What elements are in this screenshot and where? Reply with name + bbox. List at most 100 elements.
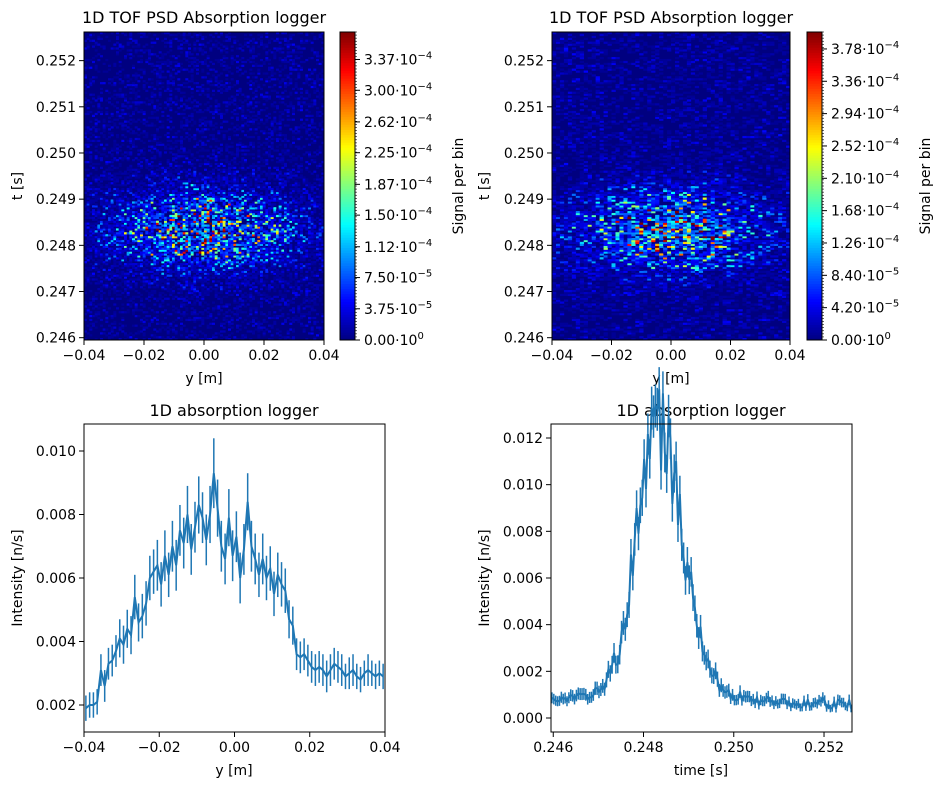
heatmap-cell: [222, 178, 226, 181]
heatmap-cell: [241, 216, 245, 220]
heatmap-cell: [124, 264, 127, 268]
heatmap-cell: [92, 212, 95, 216]
heatmap-cell: [270, 212, 274, 216]
heatmap-cell: [116, 189, 119, 193]
heatmap-cell: [116, 151, 119, 154]
heatmap-cell: [108, 259, 111, 262]
heatmap-cell: [310, 286, 314, 289]
heatmap-cell: [110, 257, 114, 260]
heatmap-cell: [286, 316, 290, 320]
heatmap-cell: [89, 191, 93, 195]
heatmap-cell: [204, 293, 207, 297]
heatmap-cell: [292, 336, 295, 339]
heatmap-cell: [185, 222, 189, 225]
heatmap-cell: [102, 291, 106, 295]
heatmap-cell: [265, 153, 269, 156]
heatmap-cell: [297, 182, 301, 185]
heatmap-cell: [236, 270, 239, 273]
heatmap-cell: [310, 305, 314, 308]
heatmap-cell: [310, 282, 314, 285]
heatmap-cell: [300, 284, 303, 287]
heatmap-cell: [289, 278, 293, 281]
heatmap-cell: [134, 214, 138, 218]
heatmap-cell: [316, 334, 319, 337]
heatmap-cell: [193, 195, 197, 198]
heatmap-cell: [286, 282, 290, 285]
heatmap-cell: [148, 162, 151, 166]
heatmap-cell: [294, 314, 298, 318]
heatmap-cell: [308, 305, 311, 308]
heatmap-cell: [268, 241, 271, 245]
heatmap-cell: [228, 180, 231, 183]
heatmap-cell: [166, 236, 170, 239]
heatmap-cell: [214, 316, 218, 320]
heatmap-cell: [110, 203, 114, 206]
heatmap-cell: [196, 232, 199, 235]
heatmap-cell: [129, 201, 133, 204]
heatmap-cell: [260, 195, 263, 198]
heatmap-cell: [305, 245, 309, 248]
heatmap-cell: [92, 239, 95, 243]
heatmap-cell: [260, 170, 263, 173]
heatmap-cell: [132, 232, 135, 235]
heatmap-cell: [166, 261, 170, 264]
heatmap-cell: [260, 266, 263, 270]
heatmap-cell: [164, 218, 167, 221]
heatmap-cell: [278, 203, 282, 206]
heatmap-cell: [140, 160, 143, 164]
heatmap-cell: [318, 236, 322, 239]
heatmap-cell: [161, 182, 165, 185]
heatmap-cell: [313, 207, 317, 210]
heatmap-cell: [204, 230, 207, 233]
heatmap-cell: [156, 257, 159, 260]
heatmap-cell: [308, 236, 311, 239]
heatmap-cell: [182, 205, 186, 208]
heatmap-cell: [185, 263, 189, 266]
heatmap-cell: [196, 174, 199, 177]
heatmap-cell: [196, 288, 199, 291]
heatmap-cell: [121, 278, 125, 281]
heatmap-cell: [148, 291, 151, 295]
heatmap-cell: [321, 209, 325, 212]
heatmap-cell: [180, 184, 183, 187]
heatmap-cell: [148, 203, 151, 206]
heatmap-cell: [116, 149, 119, 152]
heatmap-cell: [284, 289, 287, 293]
heatmap-cell: [134, 174, 138, 177]
heatmap-cell: [84, 239, 87, 243]
heatmap-cell: [113, 172, 117, 175]
heatmap-cell: [158, 155, 162, 158]
heatmap-cell: [94, 166, 98, 169]
heatmap-cell: [166, 228, 170, 231]
heatmap-cell: [294, 276, 298, 279]
heatmap-cell: [121, 326, 125, 329]
heatmap-cell: [300, 164, 303, 168]
heatmap-cell: [220, 207, 223, 210]
heatmap-cell: [169, 193, 173, 196]
heatmap-cell: [276, 214, 279, 218]
heatmap-cell: [188, 291, 191, 295]
heatmap-cell: [118, 164, 122, 168]
heatmap-cell: [121, 189, 125, 193]
heatmap-cell: [174, 212, 178, 216]
heatmap-cell: [174, 253, 178, 256]
heatmap-cell: [262, 170, 266, 173]
heatmap-cell: [321, 184, 325, 187]
heatmap-cell: [132, 255, 135, 258]
heatmap-cell: [193, 274, 197, 277]
heatmap-cell: [265, 224, 269, 227]
heatmap-cell: [84, 338, 87, 341]
heatmap-cell: [126, 191, 130, 195]
heatmap-cell: [294, 291, 298, 295]
heatmap-cell: [134, 226, 138, 229]
heatmap-cell: [289, 255, 293, 258]
heatmap-cell: [289, 220, 293, 223]
heatmap-cell: [281, 255, 285, 258]
heatmap-cell: [121, 180, 125, 183]
heatmap-cell: [177, 276, 181, 279]
heatmap-cell: [302, 182, 306, 185]
heatmap-cell: [158, 212, 162, 216]
heatmap-cell: [124, 274, 127, 277]
heatmap-cell: [262, 164, 266, 168]
heatmap-cell: [300, 270, 303, 273]
